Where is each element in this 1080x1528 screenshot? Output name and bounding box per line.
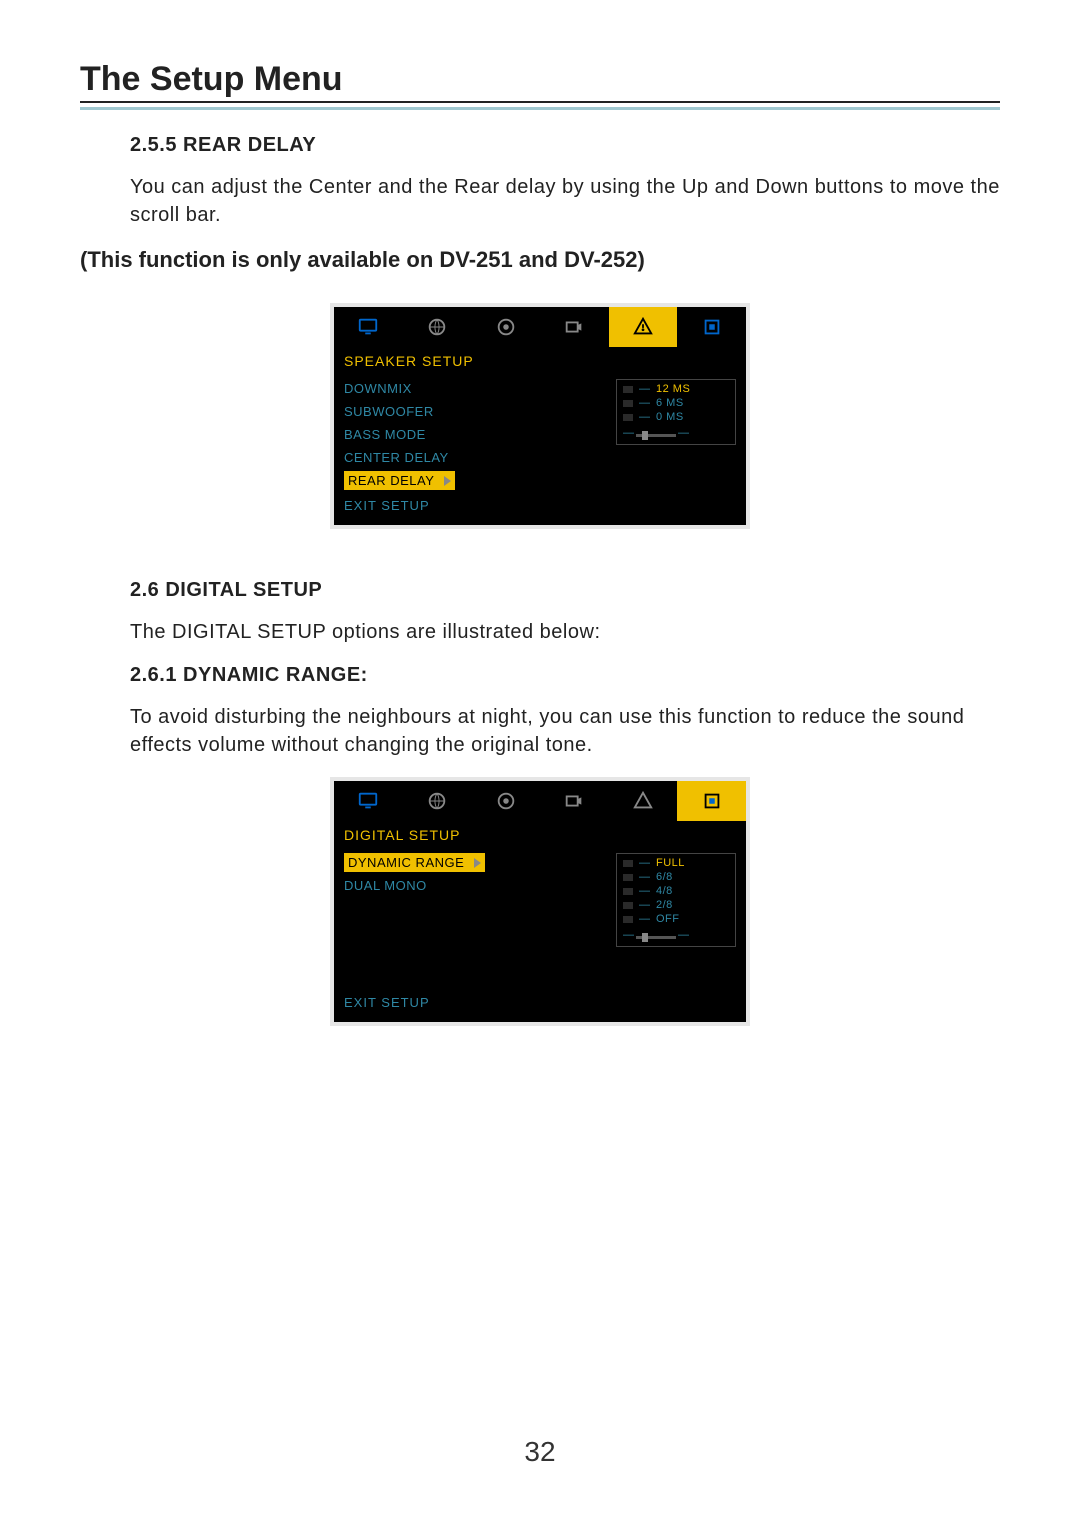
osd2-opt-4: —OFF: [623, 913, 729, 925]
arrow-right-icon: [444, 476, 451, 486]
osd1-item-downmix: DOWNMIX: [344, 379, 455, 398]
osd-digital-setup: DIGITAL SETUP DYNAMIC RANGE DUAL MONO —F…: [330, 777, 750, 1026]
osd1-item-bassmode: BASS MODE: [344, 425, 455, 444]
osd2-slider: [636, 936, 676, 939]
osd2-opt-3: —2/8: [623, 899, 729, 911]
osd1-tab-speaker: [609, 307, 678, 347]
heading-255: 2.5.5 REAR DELAY: [130, 134, 1000, 157]
osd1-body: DOWNMIX SUBWOOFER BASS MODE CENTER DELAY…: [334, 375, 746, 525]
osd1-opt-0: —12 MS: [623, 383, 729, 395]
osd2-opt-2: —4/8: [623, 885, 729, 897]
osd2-tab-audio: [471, 781, 540, 821]
osd2-item-dynamicrange-label: DYNAMIC RANGE: [348, 855, 464, 870]
osd2-title: DIGITAL SETUP: [334, 821, 746, 849]
osd1-options: —12 MS —6 MS —0 MS — —: [616, 379, 736, 445]
osd1-tab-monitor: [334, 307, 403, 347]
osd1-item-reardelay-label: REAR DELAY: [348, 473, 434, 488]
osd2-tab-lang: [403, 781, 472, 821]
osd1-item-subwoofer: SUBWOOFER: [344, 402, 455, 421]
osd1-exit: EXIT SETUP: [334, 490, 746, 517]
osd1-item-reardelay: REAR DELAY: [344, 471, 455, 490]
body-261: To avoid disturbing the neighbours at ni…: [130, 703, 1000, 759]
osd-speaker-setup: SPEAKER SETUP DOWNMIX SUBWOOFER BASS MOD…: [330, 303, 750, 529]
osd2-body: DYNAMIC RANGE DUAL MONO —FULL —6/8 —4/8 …: [334, 849, 746, 1022]
note-255: (This function is only available on DV-2…: [80, 247, 1000, 273]
arrow-right-icon: [474, 858, 481, 868]
heading-26: 2.6 DIGITAL SETUP: [130, 579, 1000, 602]
speaker-warn-icon: [632, 316, 654, 338]
body-26: The DIGITAL SETUP options are illustrate…: [130, 618, 1000, 646]
heading-261: 2.6.1 DYNAMIC RANGE:: [130, 664, 1000, 687]
osd1-tab-video: [540, 307, 609, 347]
osd2-options: —FULL —6/8 —4/8 —2/8 —OFF — —: [616, 853, 736, 947]
video-icon: [563, 790, 585, 812]
osd1-tab-lang: [403, 307, 472, 347]
osd2-tab-digital: [677, 781, 746, 821]
video-icon: [563, 316, 585, 338]
digital-icon: [701, 316, 723, 338]
audio-icon: [495, 316, 517, 338]
monitor-icon: [357, 316, 379, 338]
body-255: You can adjust the Center and the Rear d…: [130, 173, 1000, 229]
osd1-tab-audio: [471, 307, 540, 347]
language-icon: [426, 790, 448, 812]
osd2-tabs: [334, 781, 746, 821]
osd1-slider: [636, 434, 676, 437]
osd2-tab-video: [540, 781, 609, 821]
osd1-opt-2: —0 MS: [623, 411, 729, 423]
language-icon: [426, 316, 448, 338]
osd1-tab-digital: [677, 307, 746, 347]
monitor-icon: [357, 790, 379, 812]
page-title: The Setup Menu: [80, 60, 1000, 103]
osd2-exit: EXIT SETUP: [334, 987, 746, 1014]
audio-icon: [495, 790, 517, 812]
osd2-opt-0: —FULL: [623, 857, 729, 869]
osd1-tabs: [334, 307, 746, 347]
page-number: 32: [0, 1436, 1080, 1468]
speaker-warn-icon: [632, 790, 654, 812]
osd2-tab-monitor: [334, 781, 403, 821]
osd2-tab-speaker: [609, 781, 678, 821]
digital-icon: [701, 790, 723, 812]
osd1-item-centerdelay: CENTER DELAY: [344, 448, 455, 467]
osd2-item-dynamicrange: DYNAMIC RANGE: [344, 853, 485, 872]
page-title-wrap: The Setup Menu: [80, 60, 1000, 110]
osd2-item-dualmono: DUAL MONO: [344, 876, 485, 895]
osd1-title: SPEAKER SETUP: [334, 347, 746, 375]
osd2-opt-1: —6/8: [623, 871, 729, 883]
osd1-opt-1: —6 MS: [623, 397, 729, 409]
